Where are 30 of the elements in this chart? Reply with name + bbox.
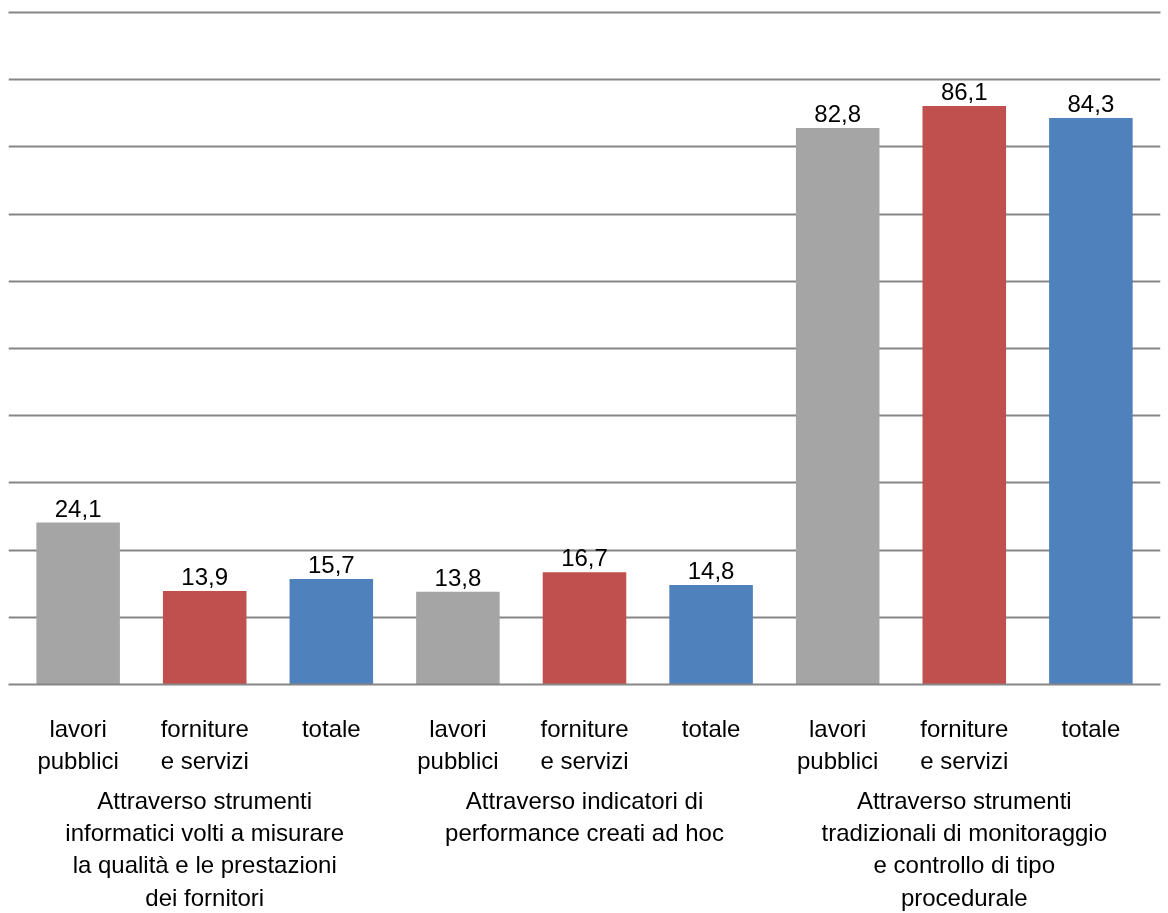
x-tick-label: totale (301, 714, 361, 742)
x-tick-label: totale (1061, 714, 1121, 742)
text: Attraverso strumenti tradizionali di monitoraggio e controllo di tipo procedurale (821, 786, 1108, 911)
data-label: 13,9 (181, 563, 229, 591)
data-label: 14,8 (687, 557, 735, 585)
data-label: 24,1 (54, 494, 102, 522)
x-tick-label: forniture e servizi (920, 714, 1009, 774)
bar (1049, 118, 1133, 685)
text: Attraverso indicatori di performance creati ad hoc (445, 786, 724, 846)
bar (289, 579, 374, 685)
bar (542, 572, 627, 685)
x-tick-label: lavori pubblici (796, 714, 879, 774)
x-tick-label: forniture e servizi (160, 714, 249, 774)
x-tick-label: lavori pubblici (417, 714, 499, 774)
data-label: 16,7 (561, 544, 608, 572)
data-label: 15,7 (307, 551, 355, 578)
bar (162, 591, 247, 685)
text: Attraverso strumenti informatici volti a misurare la qualità e le prestazioni dei fornitori (65, 786, 345, 911)
data-label: 13,8 (434, 563, 482, 591)
x-tick-label: lavori pubblici (37, 714, 119, 774)
x-tick-label: forniture e servizi (540, 714, 629, 774)
bar (922, 105, 1007, 685)
data-label: 86,1 (940, 77, 988, 105)
x-tick-label: totale (681, 714, 741, 742)
bar (416, 591, 500, 685)
bar (36, 522, 120, 685)
bar (795, 128, 880, 685)
data-label: 82,8 (814, 100, 862, 128)
data-label: 84,3 (1067, 90, 1115, 117)
bar (669, 585, 753, 685)
